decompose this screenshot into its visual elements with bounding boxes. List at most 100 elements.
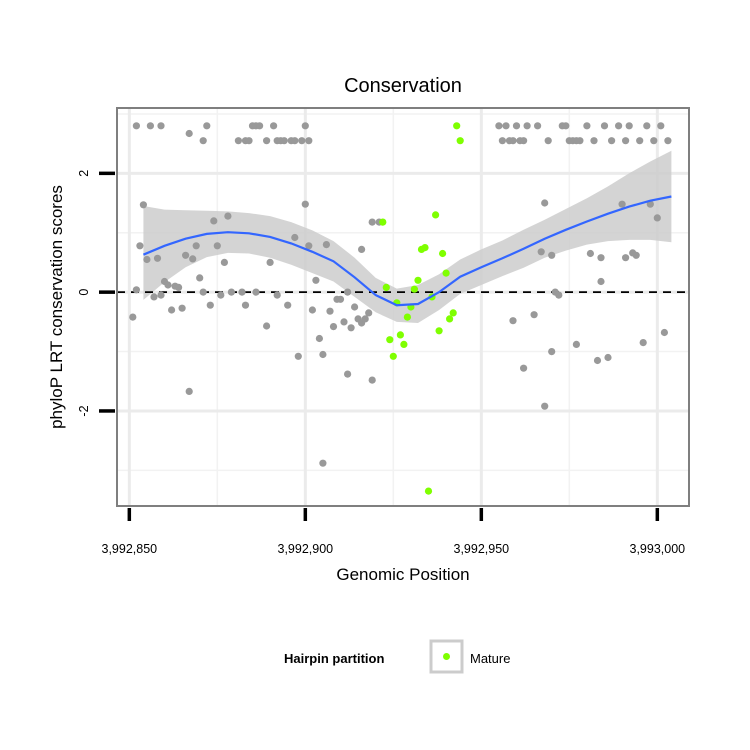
other-point (336, 295, 345, 303)
other-point (632, 251, 640, 259)
other-point (509, 317, 517, 325)
other-point (365, 309, 373, 317)
other-point (305, 242, 313, 250)
other-point (157, 291, 165, 299)
other-point (263, 322, 271, 330)
other-point (157, 122, 165, 130)
chart-title: Conservation (344, 75, 462, 97)
other-point (520, 137, 528, 145)
x-tick-label: 3,992,900 (278, 542, 334, 556)
other-point (523, 122, 531, 130)
other-point (646, 200, 654, 208)
other-point (368, 218, 376, 226)
other-point (150, 293, 158, 301)
y-tick-label: 0 (77, 289, 91, 296)
other-point (340, 318, 348, 326)
other-point (351, 303, 359, 311)
other-point (512, 122, 521, 130)
other-point (329, 323, 338, 331)
other-point (622, 137, 630, 145)
other-point (657, 122, 665, 130)
mature-point (449, 309, 457, 317)
other-point (664, 137, 672, 145)
other-point (129, 313, 137, 321)
other-point (653, 214, 661, 222)
other-point (175, 283, 183, 291)
other-point (185, 387, 193, 395)
other-point (358, 245, 366, 253)
other-point (502, 122, 510, 130)
other-point (361, 315, 369, 323)
mature-point (453, 122, 461, 130)
other-point (132, 286, 140, 294)
x-tick-label: 3,992,850 (102, 542, 158, 556)
other-point (650, 137, 658, 145)
x-tick-label: 3,992,950 (454, 542, 510, 556)
other-point (252, 288, 260, 296)
mature-point (435, 327, 443, 335)
other-point (548, 348, 556, 356)
mature-point (414, 276, 422, 284)
other-point (344, 288, 352, 296)
other-point (537, 248, 545, 256)
other-point (618, 200, 626, 208)
other-point (541, 199, 549, 207)
y-tick-label: -2 (77, 405, 91, 416)
other-point (622, 254, 630, 262)
mature-point (386, 336, 394, 344)
smooth-line-layer (142, 195, 672, 307)
other-point (146, 122, 154, 130)
other-point (534, 122, 542, 130)
other-point (636, 137, 644, 145)
confidence-band-layer (143, 150, 672, 323)
other-point (586, 249, 595, 258)
mature-point (403, 313, 411, 321)
mature-point (382, 283, 390, 291)
mature-point (396, 331, 404, 339)
other-point (210, 217, 218, 225)
legend: Hairpin partition Mature (284, 639, 510, 674)
other-point (206, 301, 214, 309)
confidence-band (143, 150, 672, 323)
other-point (498, 137, 506, 145)
legend-label-mature: Mature (470, 651, 510, 666)
other-point (576, 137, 584, 145)
other-point (280, 137, 288, 145)
y-axis: -2 0 2 (77, 170, 115, 417)
other-point (643, 122, 651, 130)
mature-point (432, 211, 440, 219)
other-point (583, 122, 591, 130)
other-point (143, 255, 151, 264)
other-point (256, 122, 264, 130)
other-point (273, 291, 281, 299)
other-point (660, 328, 669, 337)
other-point (301, 200, 309, 208)
other-point (326, 307, 334, 315)
mature-point (421, 244, 429, 252)
other-point (139, 201, 147, 209)
other-point (520, 364, 528, 372)
other-point (308, 306, 316, 314)
other-point (368, 376, 376, 384)
mature-point (400, 340, 408, 348)
other-point (270, 122, 278, 130)
mature-point (446, 315, 454, 323)
other-point (291, 137, 299, 145)
other-point (572, 340, 581, 348)
mature-point (424, 487, 433, 495)
other-point (544, 137, 552, 145)
other-point (298, 137, 306, 145)
other-point (199, 137, 207, 145)
x-tick-label: 3,993,000 (630, 542, 686, 556)
other-point (164, 281, 172, 289)
other-point (604, 353, 612, 362)
legend-title: Hairpin partition (284, 651, 384, 666)
other-point (639, 339, 647, 347)
other-point (600, 122, 609, 130)
other-point (312, 276, 320, 284)
other-point (213, 242, 221, 250)
mature-point (410, 285, 418, 293)
other-point (625, 122, 633, 130)
other-point (590, 137, 598, 145)
other-point (347, 324, 355, 332)
